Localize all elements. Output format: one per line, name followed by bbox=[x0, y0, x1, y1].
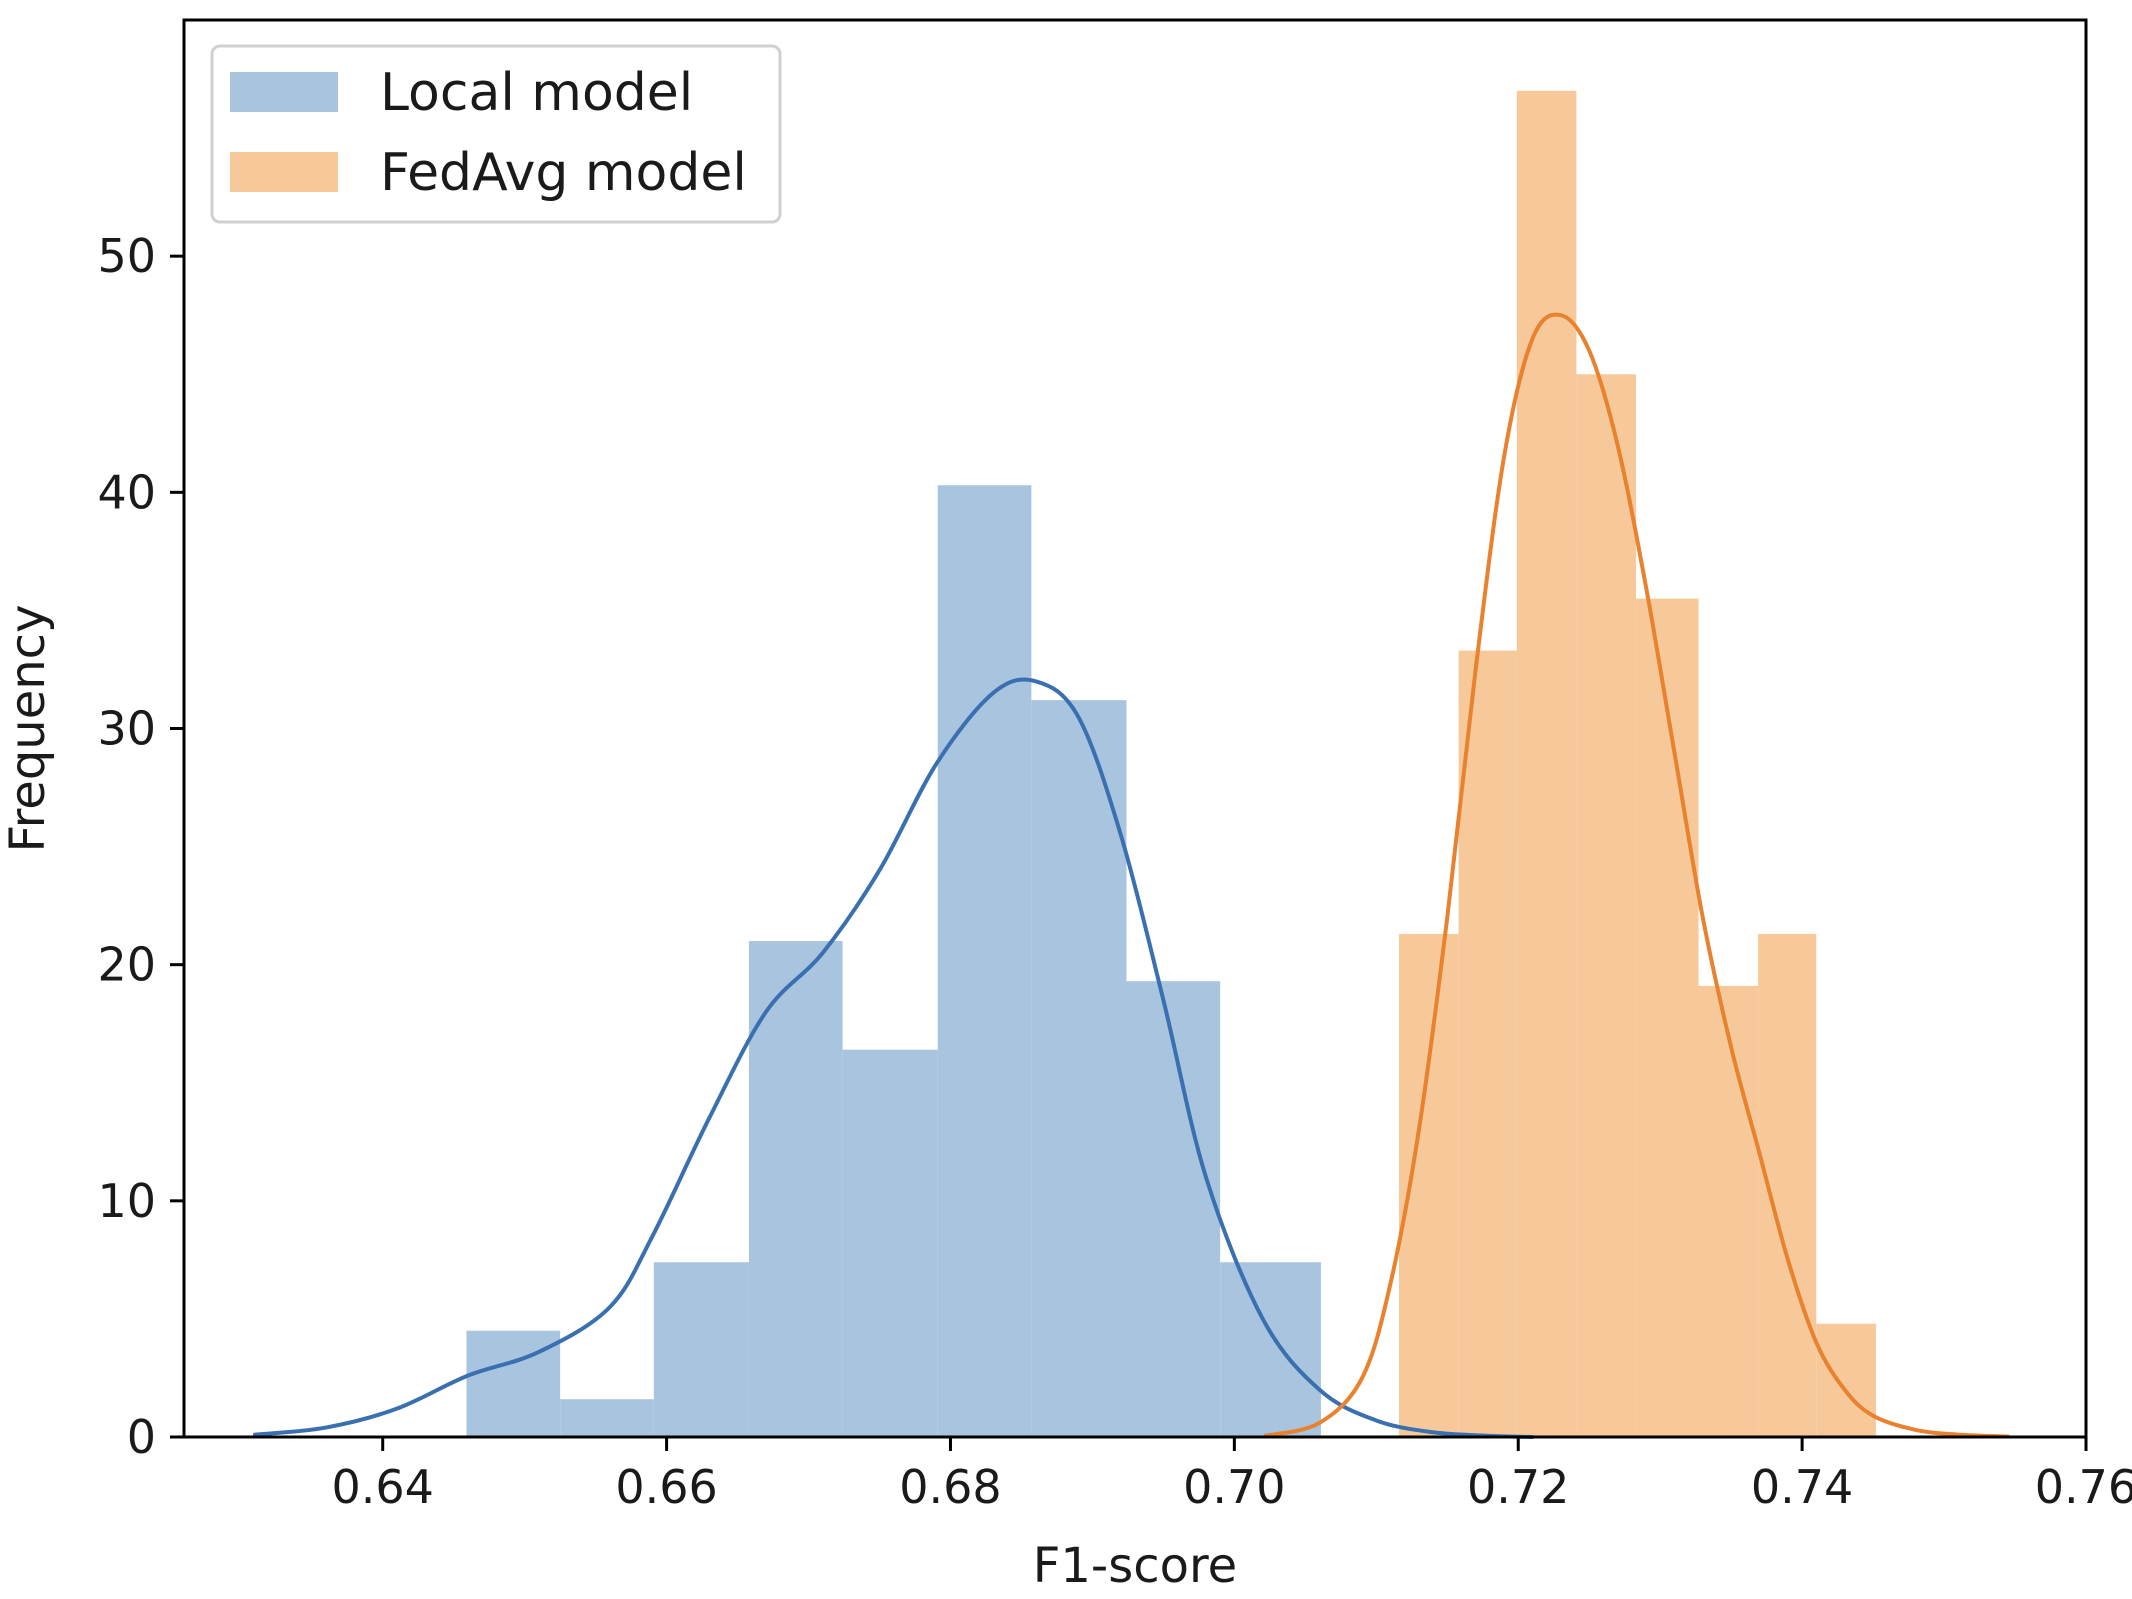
fedavg-histogram-bar bbox=[1636, 598, 1699, 1437]
y-tick-label: 0 bbox=[127, 1410, 156, 1464]
local-histogram-bar bbox=[748, 941, 843, 1437]
y-tick-label: 30 bbox=[97, 702, 156, 756]
local-histogram-bar bbox=[560, 1399, 654, 1437]
x-tick-label: 0.66 bbox=[615, 1460, 717, 1514]
local-kde-line bbox=[252, 677, 1535, 1439]
fedavg-histogram-bar bbox=[1458, 650, 1517, 1437]
legend-box bbox=[210, 44, 782, 224]
local-histogram-bar bbox=[937, 485, 1032, 1438]
y-tick-label: 40 bbox=[97, 465, 156, 519]
local-histogram-bar bbox=[653, 1262, 749, 1437]
local-histogram-bar bbox=[1031, 700, 1127, 1437]
fedavg-histogram-bar bbox=[1816, 1323, 1876, 1437]
local-histogram-bar bbox=[1126, 981, 1221, 1437]
x-tick-label: 0.70 bbox=[1183, 1460, 1285, 1514]
y-tick-label: 20 bbox=[97, 938, 156, 992]
x-tick-label: 0.64 bbox=[332, 1460, 434, 1514]
fedavg-histogram-bar bbox=[1576, 374, 1637, 1437]
fedavg-histogram-bar bbox=[1698, 985, 1759, 1437]
x-tick-label: 0.74 bbox=[1751, 1460, 1853, 1514]
local-histogram-bar bbox=[1220, 1262, 1321, 1437]
y-tick-label: 10 bbox=[97, 1174, 156, 1228]
local-histogram-bar bbox=[842, 1049, 938, 1437]
fedavg-kde-line bbox=[1263, 312, 2010, 1439]
x-tick-label: 0.72 bbox=[1467, 1460, 1569, 1514]
x-tick-label: 0.76 bbox=[2035, 1460, 2132, 1514]
fedavg-histogram-bar bbox=[1516, 90, 1577, 1438]
y-tick-label: 50 bbox=[97, 229, 156, 283]
y-axis-label: Frequency bbox=[0, 605, 56, 853]
x-axis-label: F1-score bbox=[1033, 1538, 1237, 1594]
local-legend-swatch bbox=[230, 72, 338, 112]
local-legend-label: Local model bbox=[380, 63, 693, 123]
x-tick-label: 0.68 bbox=[899, 1460, 1001, 1514]
fedavg-legend-swatch bbox=[230, 152, 338, 192]
fedavg-legend-label: FedAvg model bbox=[380, 143, 747, 203]
